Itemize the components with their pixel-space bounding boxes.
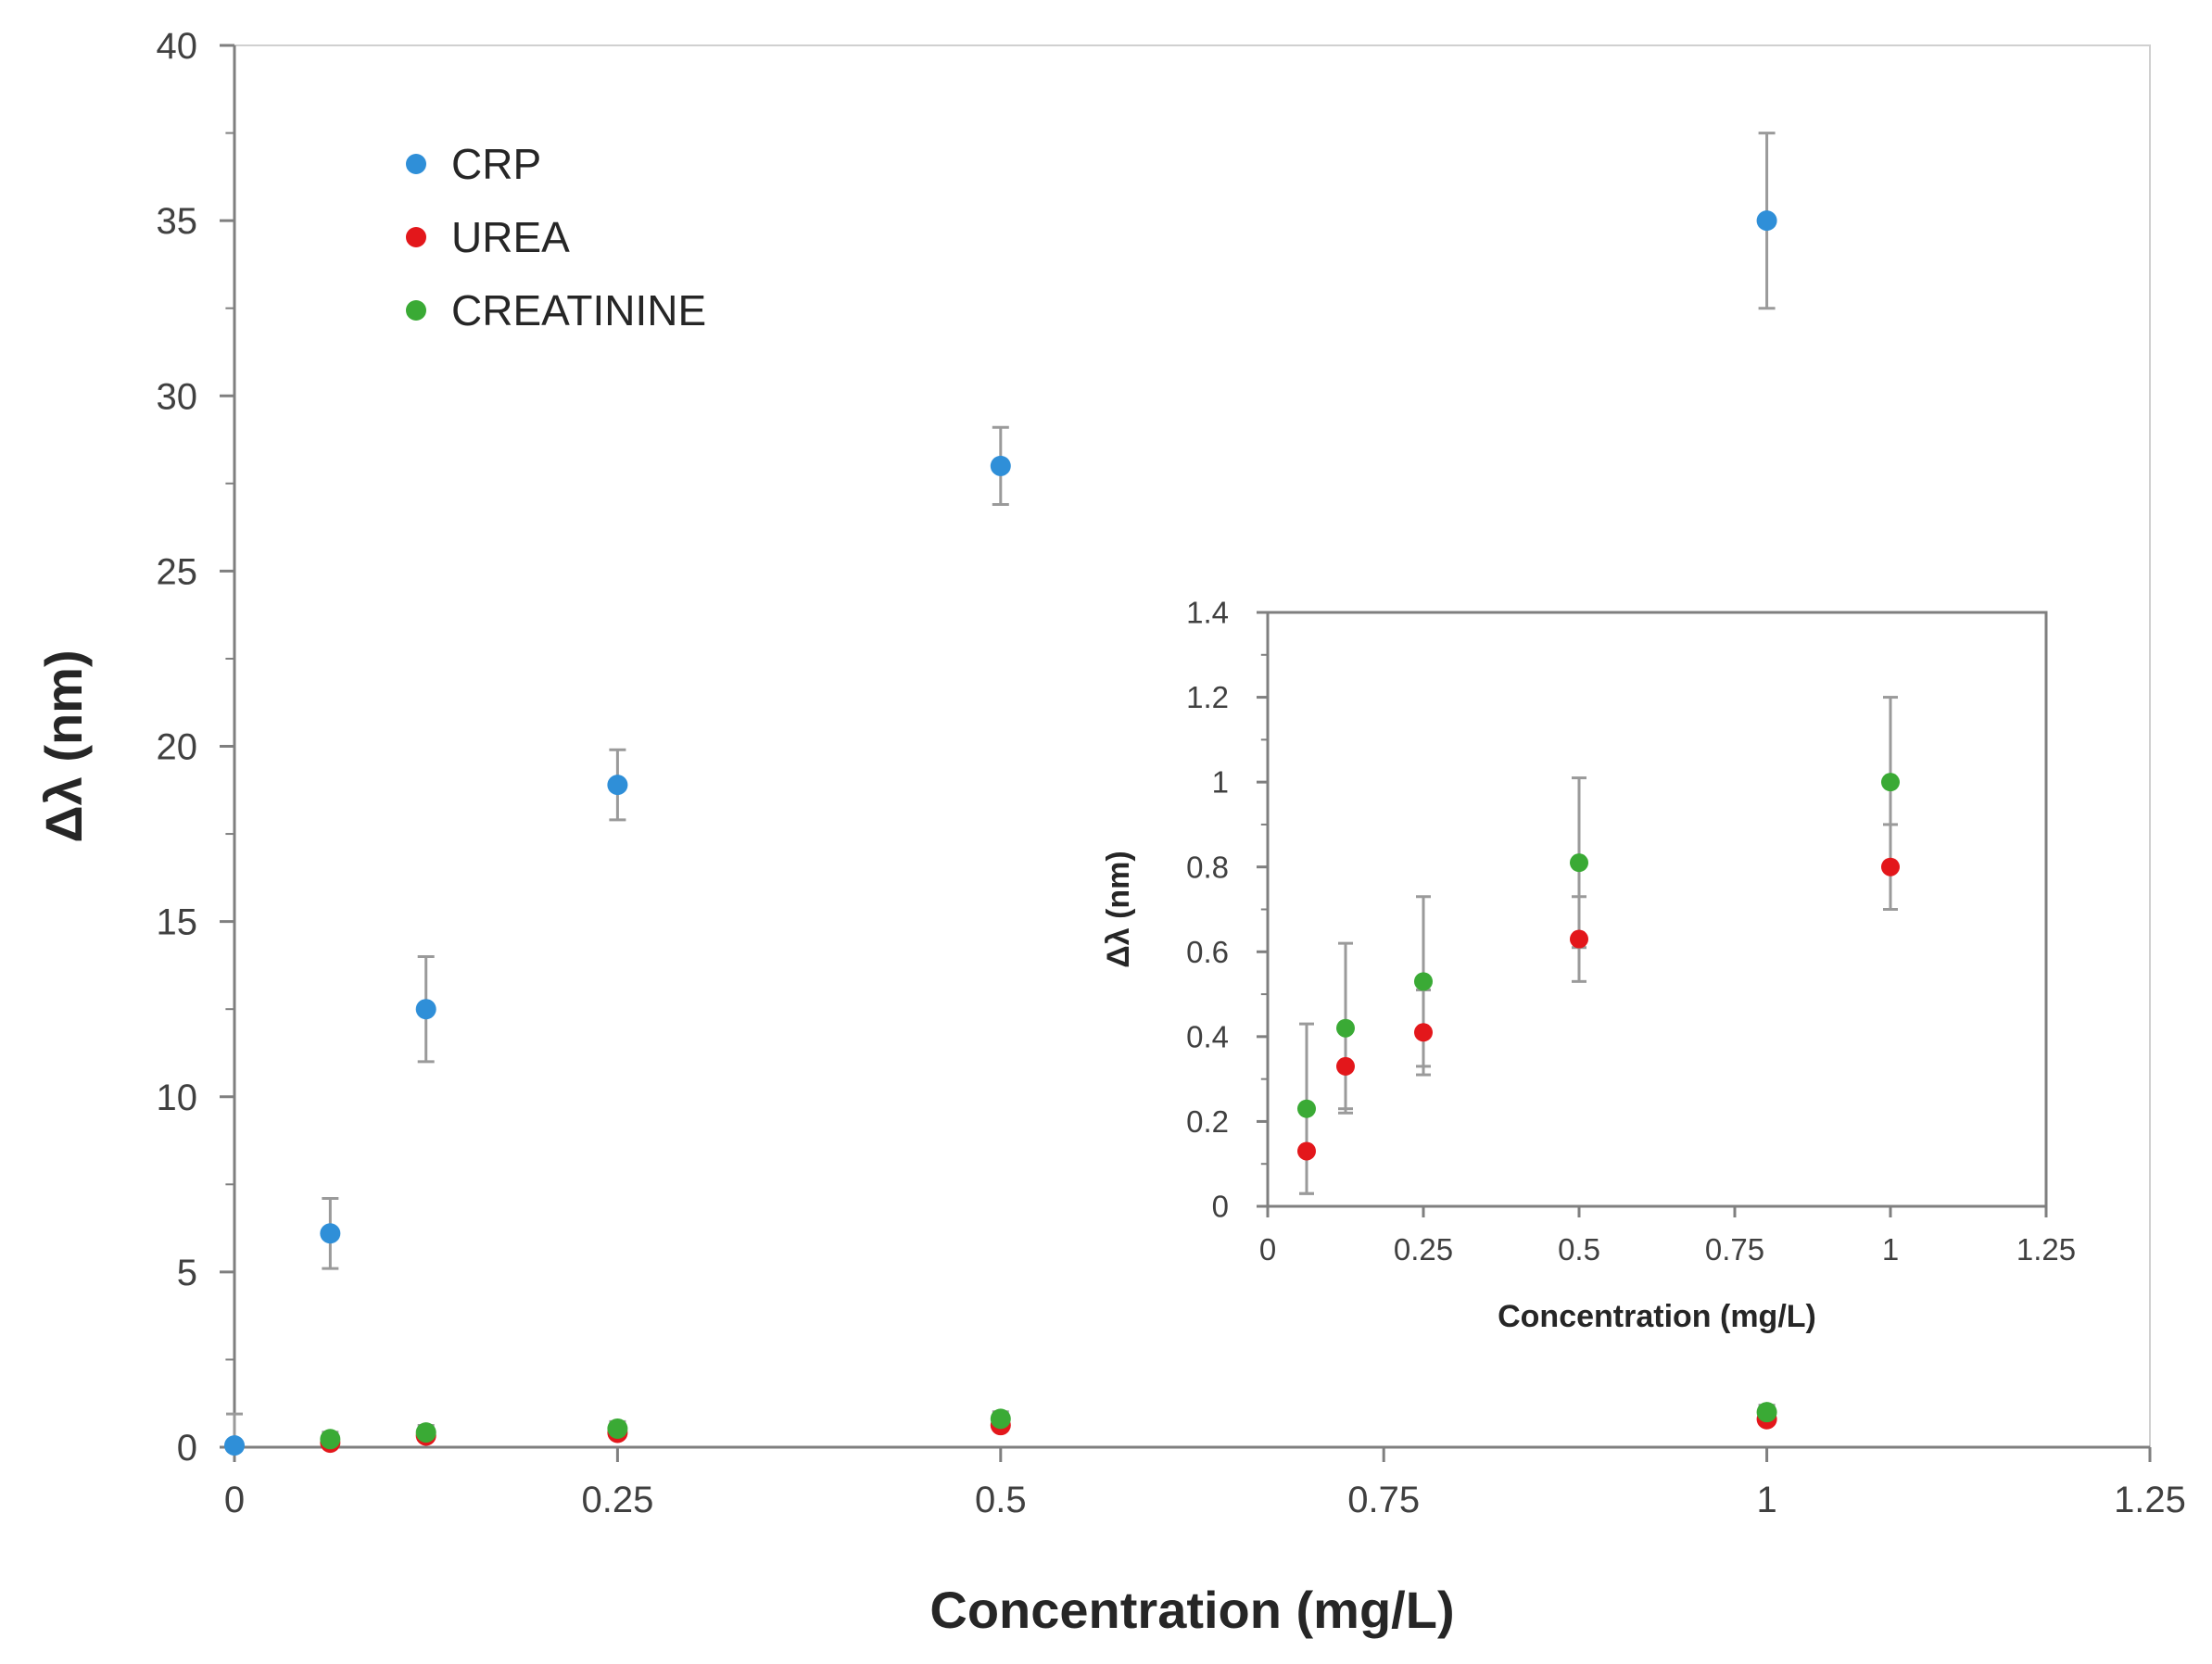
main-x-tick-label: 1 xyxy=(1756,1480,1776,1520)
main-crp-point xyxy=(1756,210,1777,232)
main-y-tick-label: 0 xyxy=(177,1428,197,1469)
inset-y-tick-label: 1.4 xyxy=(1186,596,1229,630)
main-y-tick-label: 25 xyxy=(157,551,198,592)
main-x-tick-label: 0.25 xyxy=(581,1480,653,1520)
main-creatinine-point xyxy=(415,1422,436,1443)
inset-creatinine-point xyxy=(1414,972,1433,991)
inset-y-tick-label: 0.4 xyxy=(1186,1019,1229,1053)
inset-x-tick-label: 0.75 xyxy=(1705,1232,1764,1267)
main-x-tick-label: 0.5 xyxy=(975,1480,1027,1520)
main-y-tick-label: 20 xyxy=(157,727,198,768)
inset-creatinine-point xyxy=(1336,1018,1355,1038)
inset-y-tick-label: 0 xyxy=(1212,1190,1229,1224)
inset-y-axis-title: Δλ (nm) xyxy=(1101,851,1136,967)
inset-y-tick-label: 0.2 xyxy=(1186,1104,1229,1139)
main-y-tick-label: 5 xyxy=(177,1253,197,1293)
main-x-tick-label: 0.75 xyxy=(1347,1480,1420,1520)
inset-y-tick-label: 0.8 xyxy=(1186,850,1229,884)
main-y-tick-label: 30 xyxy=(157,376,198,417)
inset-x-tick-label: 0.25 xyxy=(1394,1232,1453,1267)
inset-urea-point xyxy=(1414,1023,1433,1042)
main-y-tick-label: 40 xyxy=(157,26,198,67)
inset-urea-point xyxy=(1570,929,1588,949)
main-x-axis-title: Concentration (mg/L) xyxy=(929,1581,1454,1639)
inset-x-tick-label: 0.5 xyxy=(1558,1232,1600,1267)
main-crp-point xyxy=(607,775,628,796)
inset-x-axis-title: Concentration (mg/L) xyxy=(1498,1299,1816,1334)
main-x-tick-label: 1.25 xyxy=(2114,1480,2186,1520)
legend-marker-crp xyxy=(406,154,426,174)
inset-creatinine-point xyxy=(1297,1099,1316,1118)
main-crp-point xyxy=(320,1223,341,1244)
inset-urea-point xyxy=(1881,857,1900,876)
main-crp-point xyxy=(990,455,1011,476)
main-y-tick-label: 10 xyxy=(157,1078,198,1118)
inset-plot-frame xyxy=(1266,611,2048,1208)
legend-marker-urea xyxy=(406,227,426,247)
inset-x-tick-label: 1.25 xyxy=(2016,1232,2076,1267)
inset-urea-point xyxy=(1336,1056,1355,1076)
main-y-tick-label: 35 xyxy=(157,201,198,242)
main-crp-point xyxy=(415,999,436,1020)
main-crp-point xyxy=(224,1435,245,1456)
inset-y-tick-label: 1 xyxy=(1212,765,1229,800)
inset-y-tick-label: 1.2 xyxy=(1186,680,1229,714)
legend-label-crp: CRP xyxy=(451,140,541,188)
inset-x-tick-label: 1 xyxy=(1882,1232,1899,1267)
inset-creatinine-point xyxy=(1881,773,1900,792)
main-creatinine-point xyxy=(607,1418,628,1439)
inset-x-tick-label: 0 xyxy=(1259,1232,1276,1267)
inset-creatinine-point xyxy=(1570,853,1588,873)
legend-marker-creatinine xyxy=(406,300,426,321)
inset-chart: 0 0.2 0.4 0.6 0.8 1 1.2 1.4 0 0.25 0.5 0.75 1 1.25 Con… xyxy=(1101,596,2076,1334)
legend-label-creatinine: CREATININE xyxy=(451,286,706,334)
inset-y-tick-label: 0.6 xyxy=(1186,935,1229,969)
main-x-tick-label: 0 xyxy=(224,1480,245,1520)
main-y-axis-title: Δλ (nm) xyxy=(34,649,93,842)
main-creatinine-point xyxy=(320,1429,341,1450)
main-creatinine-point xyxy=(990,1408,1011,1430)
legend-label-urea: UREA xyxy=(451,213,570,261)
inset-urea-point xyxy=(1297,1141,1316,1161)
main-creatinine-point xyxy=(1756,1402,1777,1423)
main-y-tick-label: 15 xyxy=(157,902,198,943)
